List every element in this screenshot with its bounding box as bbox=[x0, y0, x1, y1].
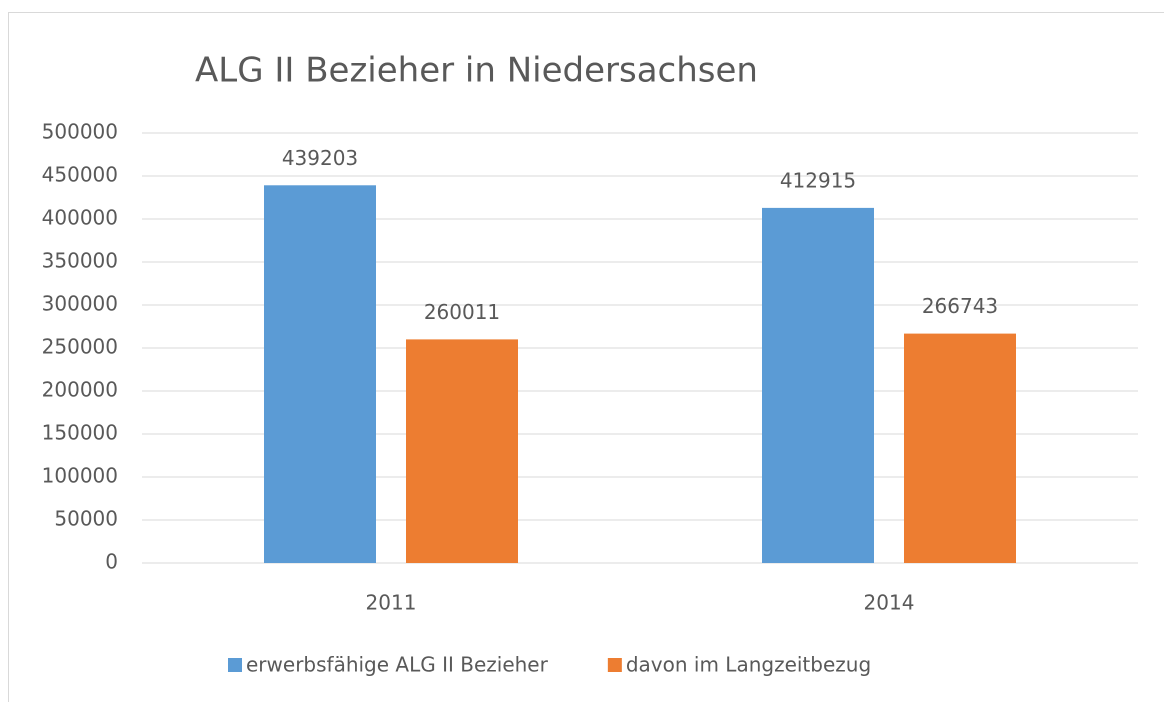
y-tick-label: 200000 bbox=[42, 378, 118, 402]
bar bbox=[904, 333, 1016, 563]
bar bbox=[762, 207, 874, 563]
y-tick-label: 100000 bbox=[42, 464, 118, 488]
y-tick-label: 150000 bbox=[42, 421, 118, 445]
data-label: 439203 bbox=[282, 146, 358, 170]
x-tick-label: 2014 bbox=[864, 591, 915, 615]
y-tick-label: 0 bbox=[105, 550, 118, 574]
y-tick-label: 350000 bbox=[42, 249, 118, 273]
y-tick-label: 400000 bbox=[42, 206, 118, 230]
data-label: 260011 bbox=[424, 300, 500, 324]
y-tick-label: 450000 bbox=[42, 163, 118, 187]
legend-label: erwerbsfähige ALG II Bezieher bbox=[246, 653, 549, 677]
y-tick-label: 250000 bbox=[42, 335, 118, 359]
y-tick-label: 50000 bbox=[54, 507, 118, 531]
data-label: 266743 bbox=[922, 294, 998, 318]
x-tick-label: 2011 bbox=[366, 591, 417, 615]
bar bbox=[406, 339, 518, 563]
chart-title: ALG II Bezieher in Niedersachsen bbox=[195, 51, 758, 91]
data-label: 412915 bbox=[780, 168, 856, 192]
legend-swatch bbox=[228, 658, 242, 672]
legend-label: davon im Langzeitbezug bbox=[626, 653, 871, 677]
legend-swatch bbox=[607, 658, 622, 672]
y-tick-label: 300000 bbox=[42, 292, 118, 316]
bar bbox=[264, 185, 376, 564]
y-tick-label: 500000 bbox=[42, 120, 118, 144]
